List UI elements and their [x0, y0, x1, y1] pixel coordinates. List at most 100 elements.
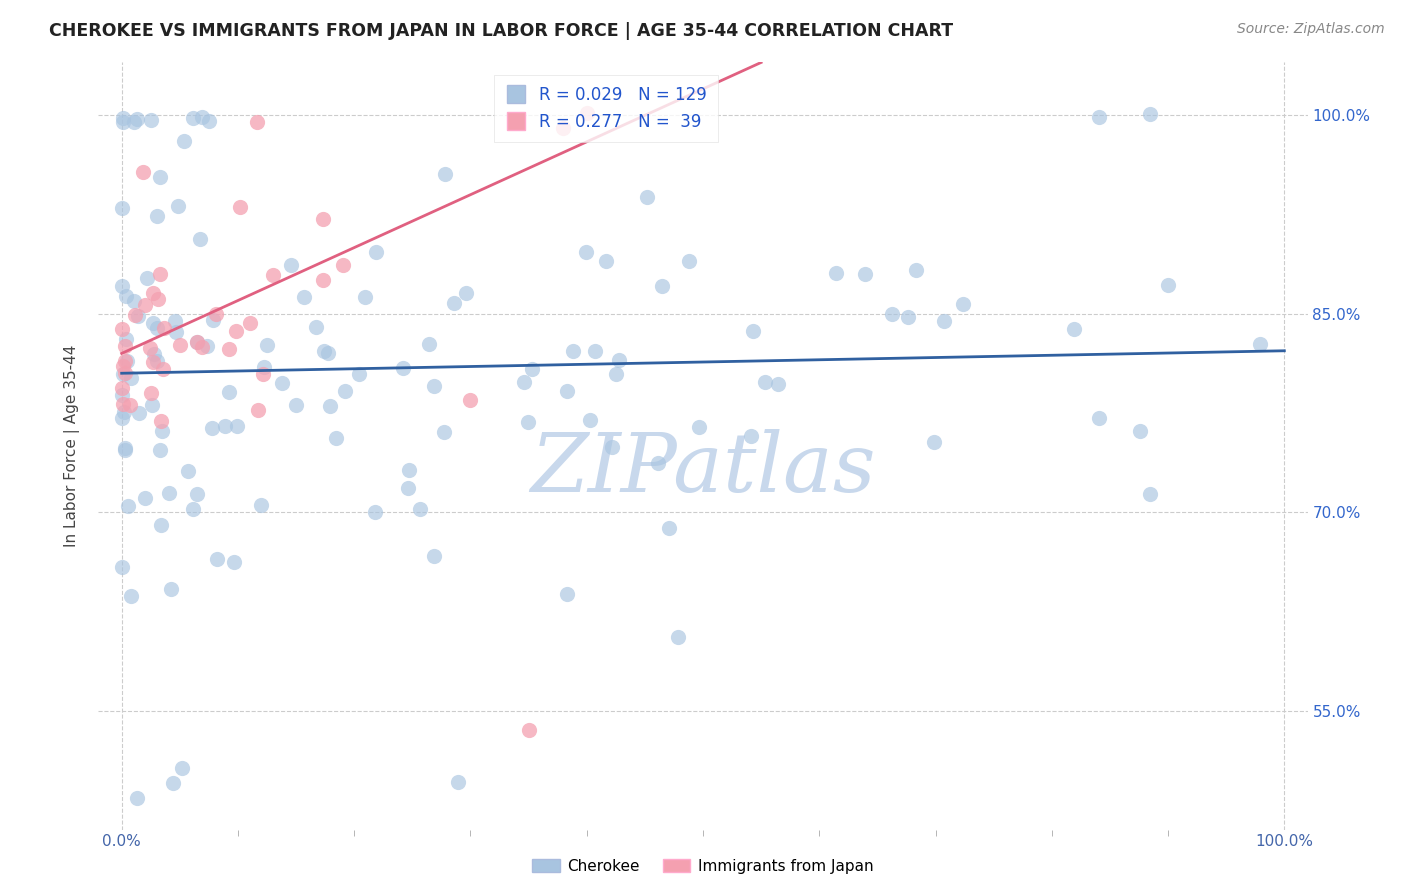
Immigrants from Japan	[186, 334, 208, 349]
Cherokee	[316, 346, 339, 360]
Cherokee	[226, 418, 249, 433]
Cherokee	[319, 399, 342, 413]
Cherokee	[454, 286, 477, 301]
Immigrants from Japan	[114, 354, 136, 368]
Immigrants from Japan	[204, 308, 226, 322]
Cherokee	[146, 321, 169, 335]
Text: Source: ZipAtlas.com: Source: ZipAtlas.com	[1237, 22, 1385, 37]
Cherokee	[423, 549, 446, 563]
Cherokee	[396, 482, 419, 496]
Immigrants from Japan	[149, 267, 172, 281]
Cherokee	[188, 232, 211, 246]
Cherokee	[292, 290, 315, 304]
Cherokee	[127, 790, 149, 805]
Immigrants from Japan	[139, 341, 162, 355]
Cherokee	[688, 420, 710, 434]
Cherokee	[897, 310, 920, 325]
Cherokee	[364, 505, 387, 519]
Cherokee	[364, 245, 387, 260]
Cherokee	[122, 114, 145, 128]
Cherokee	[354, 290, 377, 304]
Immigrants from Japan	[150, 414, 173, 428]
Cherokee	[433, 425, 456, 440]
Cherokee	[186, 487, 208, 501]
Cherokee	[605, 367, 627, 381]
Cherokee	[252, 360, 274, 375]
Cherokee	[195, 339, 218, 353]
Cherokee	[141, 112, 163, 127]
Cherokee	[555, 384, 578, 399]
Immigrants from Japan	[553, 120, 575, 135]
Immigrants from Japan	[225, 324, 247, 338]
Immigrants from Japan	[142, 286, 165, 301]
Cherokee	[112, 115, 135, 129]
Cherokee	[201, 421, 224, 435]
Immigrants from Japan	[142, 355, 165, 369]
Cherokee	[111, 279, 134, 293]
Immigrants from Japan	[148, 292, 170, 306]
Cherokee	[636, 190, 658, 204]
Cherokee	[111, 388, 134, 402]
Immigrants from Japan	[239, 316, 262, 330]
Immigrants from Japan	[245, 115, 267, 129]
Cherokee	[522, 361, 544, 376]
Immigrants from Japan	[132, 165, 155, 179]
Cherokee	[141, 398, 163, 412]
Immigrants from Japan	[228, 200, 250, 214]
Cherokee	[183, 111, 205, 125]
Cherokee	[142, 347, 165, 361]
Cherokee	[446, 775, 468, 789]
Cherokee	[647, 456, 669, 470]
Cherokee	[271, 376, 294, 390]
Cherokee	[578, 413, 600, 427]
Cherokee	[114, 441, 136, 455]
Immigrants from Japan	[218, 342, 240, 356]
Immigrants from Japan	[311, 273, 333, 287]
Y-axis label: In Labor Force | Age 35-44: In Labor Force | Age 35-44	[63, 345, 80, 547]
Cherokee	[740, 429, 762, 443]
Cherokee	[304, 320, 326, 334]
Immigrants from Japan	[458, 393, 481, 408]
Cherokee	[173, 134, 195, 148]
Cherokee	[150, 518, 173, 533]
Cherokee	[114, 443, 136, 458]
Cherokee	[595, 254, 617, 268]
Cherokee	[115, 289, 138, 303]
Cherokee	[256, 338, 278, 352]
Legend: R = 0.029   N = 129, R = 0.277   N =  39: R = 0.029 N = 129, R = 0.277 N = 39	[494, 75, 718, 143]
Cherokee	[134, 491, 156, 505]
Immigrants from Japan	[111, 381, 134, 395]
Immigrants from Japan	[114, 366, 136, 380]
Cherokee	[516, 415, 538, 429]
Cherokee	[398, 463, 420, 477]
Cherokee	[115, 332, 138, 346]
Cherokee	[768, 377, 790, 392]
Cherokee	[678, 253, 700, 268]
Cherokee	[198, 113, 221, 128]
Cherokee	[150, 424, 173, 438]
Cherokee	[666, 630, 689, 644]
Cherokee	[128, 406, 150, 420]
Cherokee	[117, 500, 139, 514]
Cherokee	[1063, 322, 1085, 336]
Cherokee	[170, 761, 193, 775]
Cherokee	[347, 367, 370, 381]
Cherokee	[186, 334, 208, 349]
Cherokee	[205, 552, 228, 566]
Cherokee	[658, 521, 681, 535]
Cherokee	[250, 499, 273, 513]
Immigrants from Japan	[112, 359, 135, 373]
Cherokee	[120, 371, 142, 385]
Cherokee	[443, 296, 465, 310]
Cherokee	[1139, 487, 1161, 501]
Cherokee	[922, 434, 945, 449]
Cherokee	[191, 110, 214, 124]
Cherokee	[574, 245, 596, 260]
Cherokee	[160, 582, 183, 596]
Cherokee	[142, 316, 165, 330]
Cherokee	[314, 344, 336, 359]
Cherokee	[149, 443, 172, 458]
Cherokee	[145, 353, 167, 368]
Cherokee	[136, 271, 159, 285]
Cherokee	[418, 336, 440, 351]
